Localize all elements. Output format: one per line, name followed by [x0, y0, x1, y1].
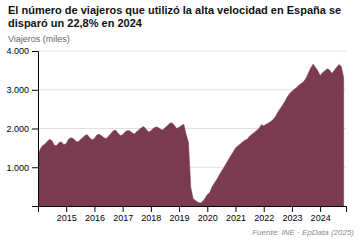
x-tick: 2018	[141, 206, 161, 223]
x-tick-mark	[123, 206, 124, 212]
x-tick-mark	[235, 206, 236, 212]
source: Fuente: INE · EpData (2025)	[252, 228, 354, 237]
x-tick: 2024	[311, 206, 331, 223]
x-tick-mark	[292, 206, 293, 212]
y-axis: 1.000 2.000 3.000 4.000	[6, 46, 38, 206]
y-tick: 2.000	[6, 124, 38, 134]
title-line: disparó un 22,8% en 2024	[8, 17, 143, 29]
x-tick-label: 2019	[170, 213, 190, 223]
x-axis: 2015 2016 2017 2018 2019 2020 2021 2022 2023 2024	[39, 206, 347, 223]
x-axis-line	[39, 207, 347, 213]
y-tick-mark	[32, 51, 38, 52]
x-tick-label: 2022	[254, 213, 274, 223]
y-tick: 1.000	[6, 163, 38, 173]
x-tick-mark	[320, 206, 321, 212]
x-tick: 2020	[198, 206, 218, 223]
x-tick-mark	[94, 206, 95, 212]
x-tick-label: 2023	[282, 213, 302, 223]
x-tick-label: 2015	[57, 213, 77, 223]
x-tick: 2017	[113, 206, 133, 223]
y-tick: 4.000	[6, 46, 38, 56]
y-tick-label: 3.000	[6, 85, 29, 95]
x-tick-mark	[207, 206, 208, 212]
chart: El número de viajeros que utilizó la alt…	[0, 0, 360, 240]
x-tick-mark	[66, 206, 67, 212]
x-tick-label: 2020	[198, 213, 218, 223]
x-tick-mark	[151, 206, 152, 212]
area	[38, 64, 344, 206]
x-tick: 2016	[85, 206, 105, 223]
x-tick-mark	[179, 206, 180, 212]
x-tick: 2021	[226, 206, 246, 223]
x-tick: 2022	[254, 206, 274, 223]
x-tick-label: 2018	[141, 213, 161, 223]
x-tick: 2015	[57, 206, 77, 223]
marks	[38, 64, 344, 206]
x-tick-label: 2024	[311, 213, 331, 223]
x-tick: 2023	[282, 206, 302, 223]
x-tick-label: 2017	[113, 213, 133, 223]
y-tick-label: 1.000	[6, 163, 29, 173]
x-tick: 2019	[170, 206, 190, 223]
plot: 1.000 2.000 3.000 4.000 2015 2016 2017 2018 2019…	[6, 46, 346, 223]
x-tick-mark	[264, 206, 265, 212]
y-tick-mark	[32, 129, 38, 130]
title: El número de viajeros que utilizó la alt…	[8, 4, 341, 29]
x-tick-label: 2021	[226, 213, 246, 223]
y-axis-label: Viajeros (miles)	[8, 34, 70, 44]
y-axis-line	[32, 52, 39, 207]
y-tick: 3.000	[6, 85, 38, 95]
y-tick-label: 2.000	[6, 124, 29, 134]
title-line: El número de viajeros que utilizó la alt…	[8, 4, 341, 16]
y-tick-label: 4.000	[6, 46, 29, 56]
grid-line	[38, 51, 346, 52]
y-tick-mark	[32, 90, 38, 91]
y-tick-mark	[32, 167, 38, 168]
x-tick-label: 2016	[85, 213, 105, 223]
